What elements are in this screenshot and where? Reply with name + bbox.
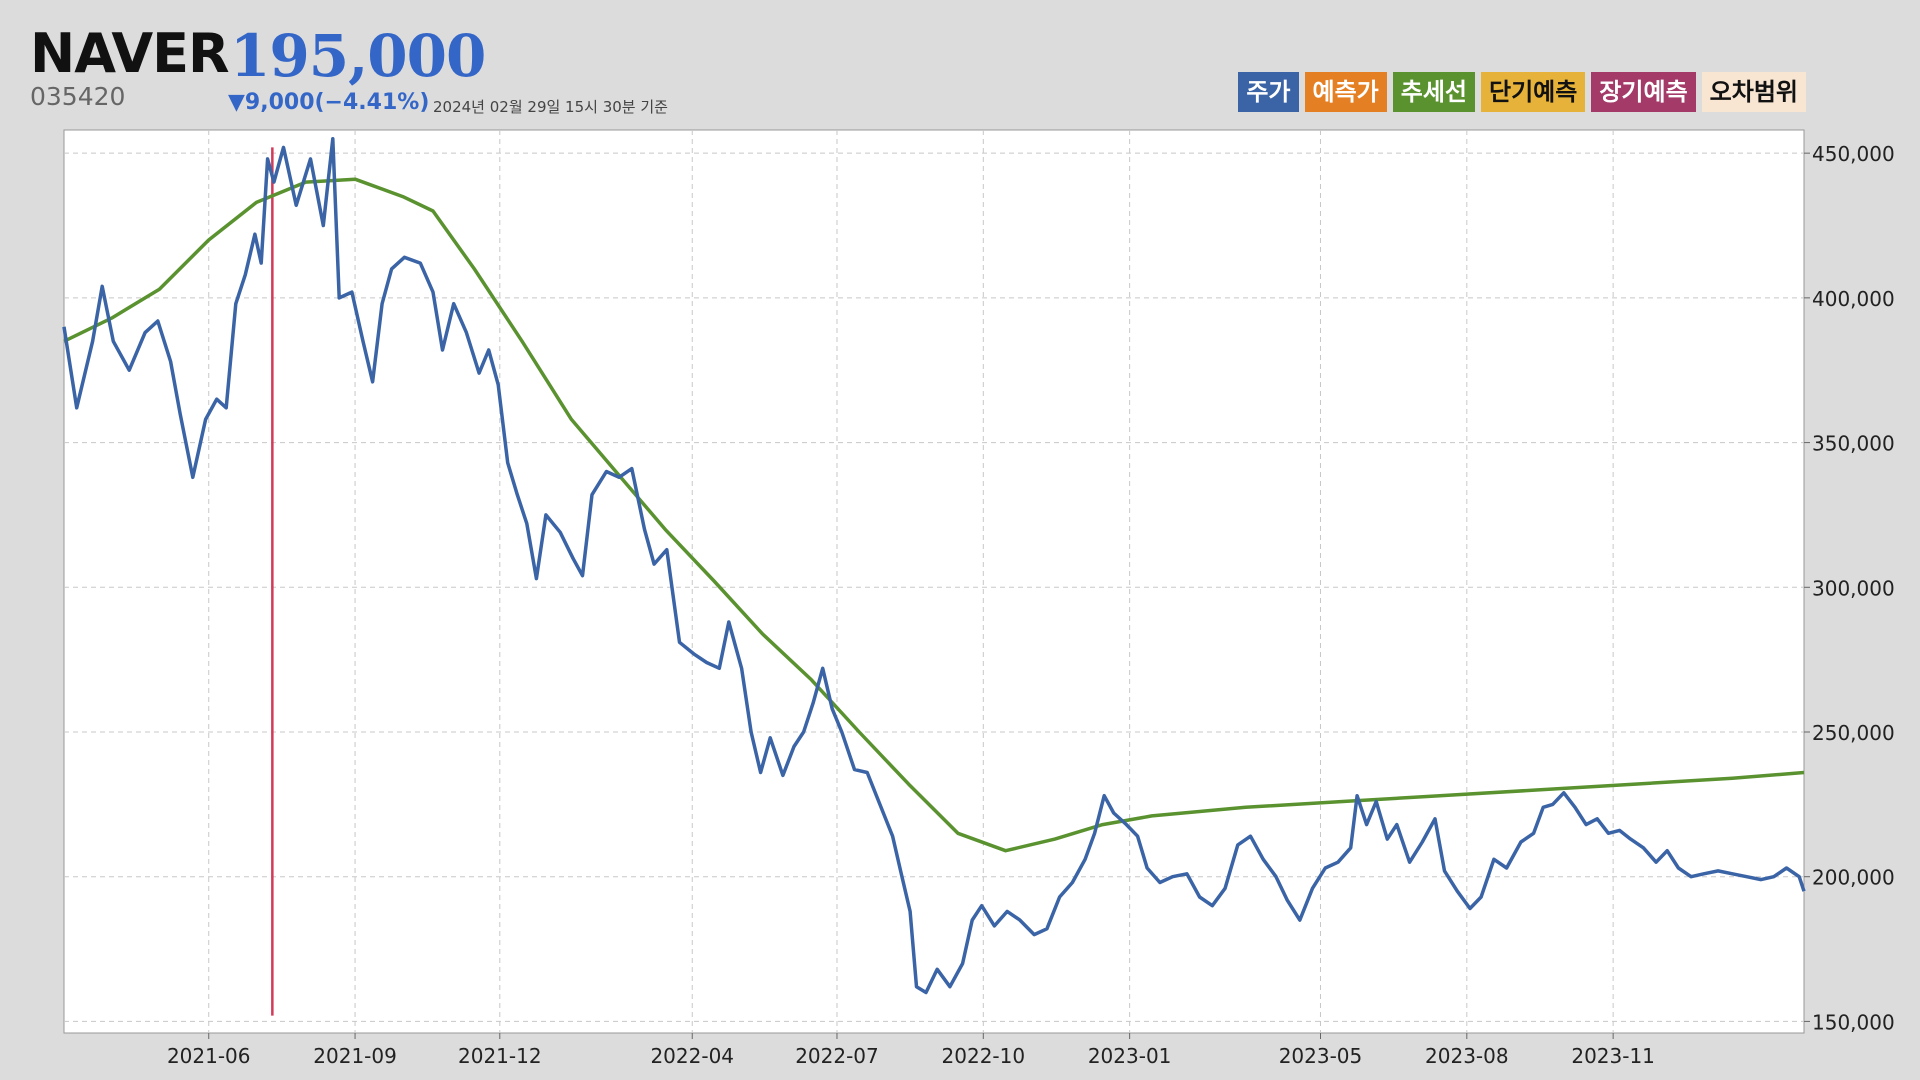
legend: 주가 예측가 추세선 단기예측 장기예측 오차범위 [1238,72,1806,112]
legend-item-error-range[interactable]: 오차범위 [1701,72,1806,112]
timestamp: 2024년 02월 29일 15시 30분 기준 [433,98,668,116]
x-tick-label: 2023-01 [1088,1044,1172,1068]
current-price: 195,000 [230,22,486,90]
x-tick-label: 2021-09 [313,1044,397,1068]
x-tick-label: 2023-05 [1279,1044,1363,1068]
x-tick-label: 2023-11 [1571,1044,1655,1068]
y-tick-label: 250,000 [1812,721,1895,745]
x-tick-label: 2022-07 [795,1044,879,1068]
legend-item-long-term[interactable]: 장기예측 [1591,72,1696,112]
x-tick-label: 2023-08 [1425,1044,1509,1068]
x-tick-label: 2022-10 [942,1044,1026,1068]
y-tick-label: 400,000 [1812,287,1895,311]
stock-code: 035420 [30,82,126,111]
price-change: ▼9,000(−4.41%) [228,90,430,115]
x-tick-label: 2021-06 [167,1044,251,1068]
legend-item-short-term[interactable]: 단기예측 [1481,72,1586,112]
x-axis: 2021-06 2021-09 2021-12 2022-04 2022-07 2022-… [167,1033,1655,1068]
y-tick-label: 450,000 [1812,142,1895,166]
x-tick-label: 2021-12 [458,1044,542,1068]
y-tick-label: 200,000 [1812,866,1895,890]
stock-name: NAVER [30,22,230,85]
legend-item-trend[interactable]: 추세선 [1392,72,1476,112]
series-group [62,136,1806,995]
trend-line [63,177,1805,853]
x-tick-label: 2022-04 [650,1044,734,1068]
plot-area [63,129,1805,1034]
y-tick-label: 350,000 [1812,432,1895,456]
price-line [62,136,1806,995]
y-tick-label: 150,000 [1812,1010,1895,1034]
y-tick-label: 300,000 [1812,576,1895,600]
y-axis: 450,000 400,000 350,000 300,000 250,000 200,0… [1804,142,1895,1034]
legend-item-forecast[interactable]: 예측가 [1304,72,1387,112]
legend-item-price[interactable]: 주가 [1238,72,1299,112]
